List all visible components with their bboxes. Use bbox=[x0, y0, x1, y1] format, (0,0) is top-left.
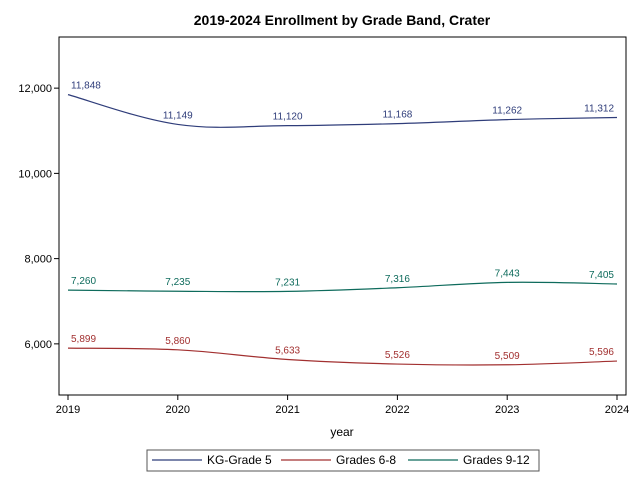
x-axis: 2019 2020 2021 2022 2023 2024 bbox=[56, 395, 629, 416]
series-line-1 bbox=[67, 347, 618, 366]
data-label: 7,316 bbox=[385, 274, 410, 285]
y-axis: 6,000 8,000 10,000 12,000 bbox=[18, 83, 59, 351]
data-label: 7,235 bbox=[165, 277, 190, 288]
data-label: 11,312 bbox=[584, 103, 614, 114]
x-tick-label: 2021 bbox=[275, 404, 299, 416]
x-tick-label: 2019 bbox=[56, 404, 80, 416]
y-tick-label: 6,000 bbox=[24, 339, 52, 351]
legend-label: Grades 9-12 bbox=[463, 453, 530, 467]
plot-frame bbox=[58, 36, 627, 396]
data-label: 5,509 bbox=[495, 351, 520, 362]
data-label: 11,149 bbox=[163, 110, 193, 121]
data-label: 5,860 bbox=[165, 336, 190, 347]
data-label: 7,231 bbox=[275, 277, 300, 288]
data-label: 7,260 bbox=[71, 276, 96, 287]
data-label: 5,596 bbox=[589, 347, 614, 358]
data-label: 5,526 bbox=[385, 350, 410, 361]
series-lines bbox=[67, 94, 618, 366]
data-label: 5,899 bbox=[71, 334, 96, 345]
y-tick-label: 12,000 bbox=[18, 83, 52, 95]
series-line-2 bbox=[67, 281, 618, 293]
x-tick-label: 2024 bbox=[605, 404, 629, 416]
series-line-0 bbox=[67, 94, 618, 128]
x-tick-label: 2022 bbox=[385, 404, 409, 416]
legend-frame bbox=[146, 449, 540, 472]
data-label: 7,405 bbox=[589, 270, 614, 281]
legend-label: KG-Grade 5 bbox=[207, 453, 272, 467]
data-labels: 11,848 11,149 11,120 11,168 11,262 11,312 5,89… bbox=[71, 81, 614, 362]
chart-title: 2019-2024 Enrollment by Grade Band, Crat… bbox=[194, 12, 491, 28]
y-tick-label: 10,000 bbox=[18, 168, 52, 180]
x-axis-label: year bbox=[330, 425, 353, 439]
data-label: 5,633 bbox=[275, 345, 300, 356]
data-label: 11,120 bbox=[273, 112, 303, 123]
data-label: 7,443 bbox=[495, 268, 520, 279]
data-label: 11,168 bbox=[382, 110, 412, 121]
legend-label: Grades 6-8 bbox=[336, 453, 396, 467]
x-tick-label: 2023 bbox=[495, 404, 519, 416]
x-tick-label: 2020 bbox=[166, 404, 190, 416]
legend: KG-Grade 5 Grades 6-8 Grades 9-12 bbox=[152, 453, 530, 467]
y-tick-label: 8,000 bbox=[24, 254, 52, 266]
data-label: 11,262 bbox=[492, 106, 522, 117]
data-label: 11,848 bbox=[71, 81, 101, 92]
